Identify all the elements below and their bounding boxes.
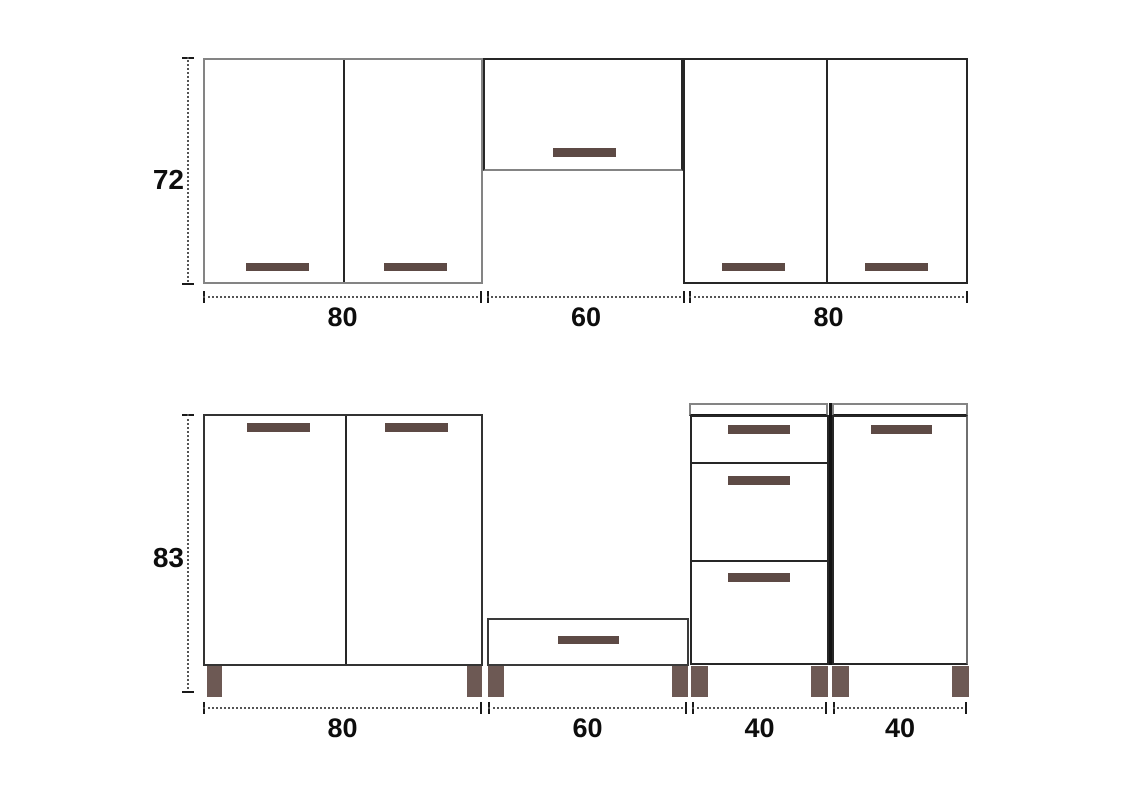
wall-cabinet-80-left [203, 58, 483, 284]
door-handle [871, 425, 932, 434]
dimension-tick [480, 702, 482, 714]
drawer-unit-40 [690, 415, 829, 665]
base-door-cabinet-40 [832, 415, 968, 665]
dimension-tick [966, 291, 968, 303]
dimension-label: 40 [744, 713, 775, 743]
cabinet-leg [672, 666, 688, 697]
cabinet-leg [488, 666, 504, 697]
drawer-divider [691, 462, 828, 464]
dimension-tick [182, 691, 194, 693]
door-handle [246, 263, 309, 271]
dimension-tick [480, 291, 482, 303]
dimension-line [488, 707, 687, 709]
drawer-divider [691, 560, 828, 562]
unit-divider [829, 403, 832, 665]
plinth-drawer-60 [487, 618, 689, 666]
door-divider [826, 60, 828, 282]
dimension-line [689, 296, 968, 298]
cabinet-leg [467, 666, 482, 697]
width-dimension-bottom-60: 60 [488, 702, 687, 748]
base-cabinet-80 [203, 414, 483, 666]
hood-cabinet-60 [483, 58, 683, 171]
dimension-line [833, 707, 967, 709]
dimension-tick [685, 702, 687, 714]
dimension-tick [182, 283, 194, 285]
width-dimension-top-80-right: 80 [689, 291, 968, 337]
width-dimension-bottom-40-right: 40 [833, 702, 967, 748]
drawer-handle [728, 476, 790, 485]
door-handle [385, 423, 448, 432]
door-handle [384, 263, 447, 271]
width-dimension-top-60: 60 [487, 291, 685, 337]
cabinet-leg [691, 666, 708, 697]
height-dimension-72 [182, 57, 194, 285]
door-handle [722, 263, 785, 271]
door-divider [345, 416, 347, 664]
dimension-label: 60 [572, 713, 603, 743]
cabinet-leg [952, 666, 969, 697]
drawer-handle [728, 573, 790, 582]
height-dimension-83 [182, 414, 194, 693]
dimension-label: 80 [327, 302, 358, 332]
width-dimension-bottom-40-left: 40 [692, 702, 827, 748]
wall-cabinet-80-right [683, 58, 968, 284]
drawer-handle [728, 425, 790, 434]
drawer-handle [558, 636, 619, 644]
dimension-line [187, 414, 189, 693]
dimension-line [203, 296, 482, 298]
dimension-line [487, 296, 685, 298]
dimension-label: 80 [813, 302, 844, 332]
dimension-tick [965, 702, 967, 714]
height-dimension-label-bottom: 83 [152, 542, 184, 573]
door-handle [865, 263, 928, 271]
door-handle [247, 423, 310, 432]
dimension-line [203, 707, 482, 709]
dimension-label: 80 [327, 713, 358, 743]
dimension-line [692, 707, 827, 709]
dimension-label: 60 [570, 302, 602, 332]
cabinet-leg [811, 666, 828, 697]
door-handle [553, 148, 616, 157]
dimension-line [187, 57, 189, 285]
dimension-tick [825, 702, 827, 714]
height-dimension-label-top: 72 [152, 164, 184, 195]
dimension-label: 40 [884, 713, 916, 743]
cabinet-leg [207, 666, 222, 697]
width-dimension-bottom-80: 80 [203, 702, 482, 748]
cabinet-leg [832, 666, 849, 697]
door-divider [343, 60, 345, 282]
width-dimension-top-80-left: 80 [203, 291, 482, 337]
dimension-tick [683, 291, 685, 303]
